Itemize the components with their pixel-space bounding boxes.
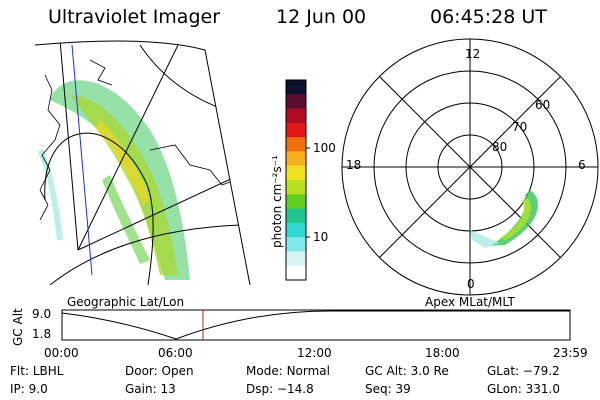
altitude-ytick-low: 1.8: [32, 327, 52, 341]
time-tick-2: 12:00: [297, 346, 332, 360]
mlt-label-left: 18: [346, 158, 362, 172]
altitude-ylabel: GC Alt: [11, 308, 25, 346]
colorbar-tick-100: 100: [313, 141, 336, 155]
time-label: 06:45:28 UT: [430, 6, 547, 28]
colorbar-cell: [286, 94, 306, 110]
info-mode: Mode: Normal: [246, 364, 330, 378]
altitude-ytick-high: 9.0: [32, 307, 52, 321]
aurora-polar: [470, 190, 538, 248]
date-label: 12 Jun 00: [276, 6, 367, 28]
mlat-label-60: 60: [535, 98, 551, 112]
colorbar-tick-10: 10: [313, 230, 329, 244]
altitude-strip: [61, 309, 571, 341]
info-dsp: Dsp: −14.8: [246, 382, 314, 396]
mlt-label-right: 6: [578, 158, 586, 172]
time-tick-4: 23:59: [553, 346, 588, 360]
info-gain: Gain: 13: [125, 382, 176, 396]
colorbar-cell: [286, 208, 306, 224]
colorbar-cell: [286, 265, 306, 281]
time-tick-0: 00:00: [44, 346, 79, 360]
info-ip: IP: 9.0: [10, 382, 48, 396]
colorbar-cell: [286, 222, 306, 238]
colorbar-cell: [286, 237, 306, 252]
colorbar-cell: [286, 80, 306, 95]
info-filter: Flt: LBHL: [10, 364, 64, 378]
meridian-marker: [71, 44, 93, 276]
instrument-title: Ultraviolet Imager: [48, 6, 221, 28]
mlat-label-80: 80: [492, 140, 508, 154]
colorbar-cell: [286, 108, 306, 124]
colorbar: [285, 79, 310, 281]
aurora-geographic: [37, 80, 190, 280]
mlt-label-bottom: 0: [467, 277, 475, 291]
info-door: Door: Open: [125, 364, 194, 378]
colorbar-cell: [286, 137, 306, 152]
colorbar-cell: [286, 180, 306, 195]
colorbar-cell: [286, 251, 306, 267]
info-gc-alt: GC Alt: 3.0 Re: [365, 364, 449, 378]
colorbar-unit-label: photon cm⁻²s⁻¹: [270, 155, 284, 248]
map-frame: [34, 40, 251, 286]
map-grid: [44, 41, 250, 285]
left-panel-label: Geographic Lat/Lon: [67, 295, 185, 309]
info-glon: GLon: 331.0: [487, 382, 560, 396]
mlt-label-top: 12: [465, 47, 481, 61]
altitude-curve: [61, 310, 570, 340]
polar-plot: [341, 38, 599, 296]
colorbar-cell: [286, 165, 306, 181]
colorbar-cell: [286, 151, 306, 167]
coastlines: [39, 59, 236, 221]
time-tick-1: 06:00: [158, 346, 193, 360]
info-glat: GLat: −79.2: [487, 364, 560, 378]
time-tick-3: 18:00: [425, 346, 460, 360]
colorbar-cell: [286, 122, 306, 138]
mlat-label-70: 70: [512, 120, 528, 134]
colorbar-cell: [286, 194, 306, 210]
info-seq: Seq: 39: [365, 382, 411, 396]
right-panel-label: Apex MLat/MLT: [425, 295, 515, 309]
geographic-map: [34, 40, 251, 286]
